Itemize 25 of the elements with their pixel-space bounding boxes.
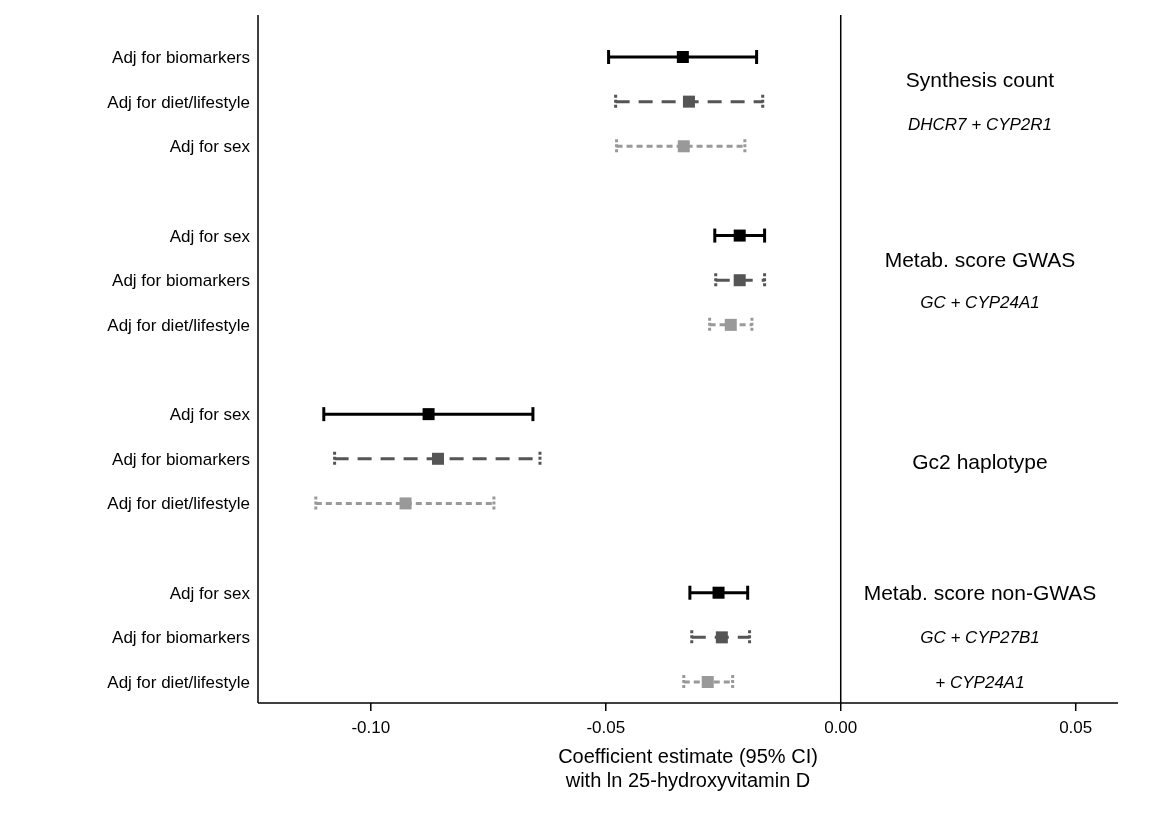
y-tick-label: Adj for diet/lifestyle bbox=[107, 494, 250, 514]
y-tick-label: Adj for diet/lifestyle bbox=[107, 315, 250, 335]
y-tick-label: Adj for biomarkers bbox=[112, 449, 250, 469]
x-tick-label: 0.05 bbox=[1059, 718, 1093, 737]
x-tick-label: 0.00 bbox=[824, 718, 858, 737]
y-tick-label: Adj for sex bbox=[169, 405, 251, 425]
y-tick-label: Adj for biomarkers bbox=[112, 271, 250, 291]
y-tick-label: Adj for biomarkers bbox=[112, 47, 250, 67]
x-tick-label: -0.10 bbox=[351, 718, 391, 737]
y-tick-label: Adj for diet/lifestyle bbox=[107, 92, 250, 112]
x-axis-title: Coefficient estimate (95% CI) with ln 25-hydroxyvitamin D bbox=[558, 745, 818, 791]
y-tick-label: Adj for sex bbox=[169, 583, 251, 603]
y-tick-label: Adj for biomarkers bbox=[112, 628, 250, 648]
x-tick-label: -0.05 bbox=[586, 718, 626, 737]
annotation: + CYP24A1 bbox=[935, 672, 1025, 692]
annotation: Synthesis count bbox=[905, 67, 1055, 91]
annotation: Metab. score GWAS bbox=[884, 248, 1076, 272]
annotation: GC + CYP24A1 bbox=[920, 293, 1040, 313]
y-tick-label: Adj for sex bbox=[169, 137, 251, 157]
annotation: DHCR7 + CYP2R1 bbox=[907, 114, 1053, 134]
y-tick-label: Adj for diet/lifestyle bbox=[107, 672, 250, 692]
annotation: Metab. score non-GWAS bbox=[863, 581, 1097, 605]
annotation: GC + CYP27B1 bbox=[920, 628, 1040, 648]
annotation: Gc2 haplotype bbox=[912, 450, 1048, 474]
y-tick-label: Adj for sex bbox=[169, 226, 251, 246]
